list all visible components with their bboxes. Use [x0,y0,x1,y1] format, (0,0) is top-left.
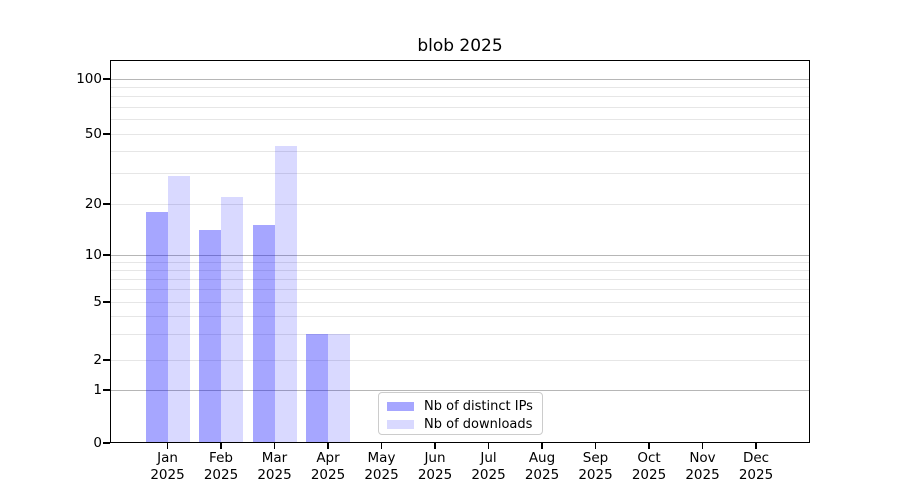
gridline-minor-4 [110,315,810,317]
x-tick-label-sep: Sep 2025 [578,450,613,483]
x-tick-may [380,443,383,449]
gridline-minor-7 [110,278,810,280]
gridline-minor-8 [110,269,810,271]
x-tick-jul [487,443,490,449]
x-tick-label-nov: Nov 2025 [685,450,720,483]
x-tick-dec [755,443,757,449]
legend-item-downloads: Nb of downloads [387,416,542,433]
y-tick-label-1: 1 [93,381,102,398]
gridline-minor-70 [110,106,810,108]
plot-frame [110,60,810,443]
x-tick-nov [701,443,704,449]
gridline-major-10 [110,254,810,256]
x-tick-label-jun: Jun 2025 [417,450,453,483]
x-tick-oct [648,443,650,449]
legend-label-distinct-ips: Nb of distinct IPs [424,399,533,414]
y-tick-label-0: 0 [93,434,102,451]
bar-jan-ips [145,211,168,443]
x-tick-label-jan: Jan 2025 [150,450,185,483]
gridline-major-1 [110,389,810,391]
x-tick-jan [166,443,169,449]
bar-mar-downloads [274,145,297,443]
legend-item-distinct-ips: Nb of distinct IPs [387,398,542,415]
y-tick-50 [103,133,110,135]
y-tick-label-50: 50 [84,125,102,142]
x-tick-label-oct: Oct 2025 [631,450,667,483]
legend: Nb of distinct IPs Nb of downloads [378,392,543,435]
gridline-minor-50 [110,133,810,135]
bar-feb-ips [199,230,221,443]
bar-mar-ips [252,225,275,443]
y-tick-label-10: 10 [84,246,102,263]
y-tick-label-100: 100 [76,70,102,87]
y-tick-100 [103,78,110,80]
x-tick-label-mar: Mar 2025 [257,450,292,483]
bar-feb-downloads [221,196,243,443]
y-tick-label-20: 20 [84,195,102,212]
gridline-minor-30 [110,172,810,174]
x-tick-label-jul: Jul 2025 [471,450,506,483]
y-tick-2 [103,359,110,361]
bar-apr-downloads [328,334,350,443]
y-tick-label-5: 5 [93,293,102,310]
gridline-minor-80 [110,96,810,98]
x-tick-aug [541,443,543,449]
gridline-minor-90 [110,86,810,88]
x-tick-label-apr: Apr 2025 [310,450,346,483]
gridline-minor-3 [110,333,810,335]
y-tick-0 [103,442,110,444]
x-tick-apr [327,443,329,449]
x-tick-label-dec: Dec 2025 [738,450,774,483]
legend-swatch-distinct-ips [387,402,414,411]
x-tick-jun [434,443,436,449]
gridline-minor-40 [110,150,810,152]
bar-apr-ips [306,334,328,443]
x-tick-label-aug: Aug 2025 [524,450,560,483]
y-tick-10 [103,254,110,256]
x-tick-mar [273,443,276,449]
chart-title: blob 2025 [417,36,503,56]
x-tick-label-feb: Feb 2025 [203,450,239,483]
legend-label-downloads: Nb of downloads [424,417,533,432]
x-tick-label-may: May 2025 [364,450,399,483]
y-tick-20 [103,203,110,205]
gridline-minor-60 [110,119,810,121]
gridline-minor-20 [110,203,810,205]
y-tick-5 [103,301,110,303]
gridline-minor-9 [110,261,810,263]
x-tick-feb [220,443,222,449]
x-tick-sep [594,443,597,449]
y-tick-1 [103,389,110,391]
y-tick-label-2: 2 [93,351,102,368]
legend-swatch-downloads [387,420,414,429]
bar-jan-downloads [167,175,190,443]
gridline-major-100 [110,78,810,80]
gridline-minor-2 [110,359,810,361]
gridline-minor-5 [110,301,810,303]
gridline-minor-6 [110,289,810,291]
